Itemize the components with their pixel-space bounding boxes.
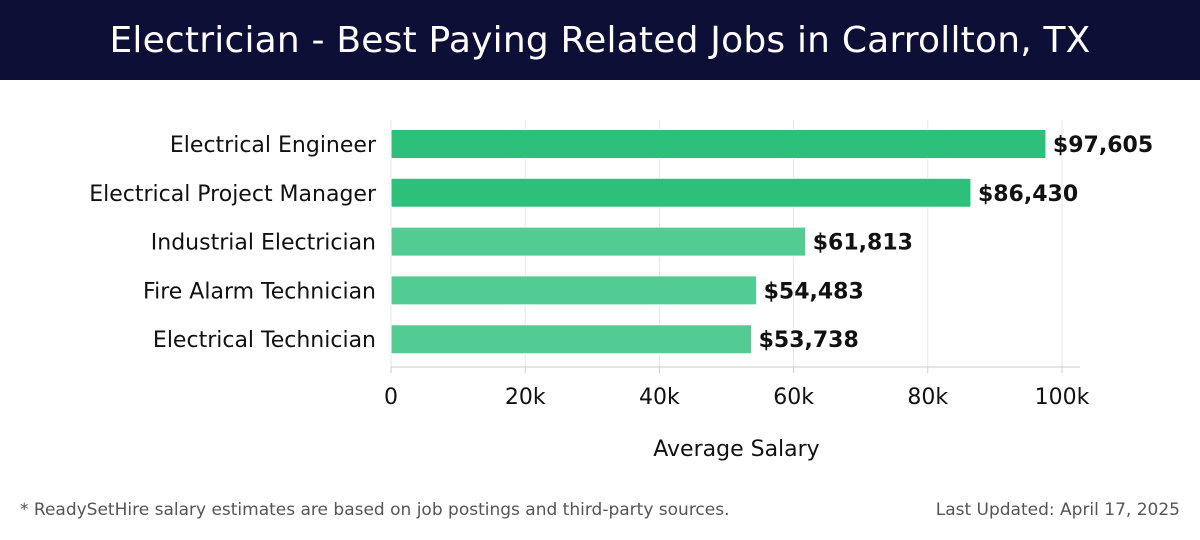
value-label: $86,430 [978,182,1078,207]
value-label: $97,605 [1053,133,1153,158]
category-label: Electrical Technician [153,328,376,353]
category-label: Electrical Project Manager [89,182,377,207]
category-label: Fire Alarm Technician [143,279,376,304]
bar [390,226,807,257]
chart-title: Electrician - Best Paying Related Jobs i… [109,19,1091,61]
bar [390,177,972,208]
bar [390,324,753,355]
title-bar: Electrician - Best Paying Related Jobs i… [0,0,1200,80]
footer-note: * ReadySetHire salary estimates are base… [20,500,730,520]
x-tick-label: 20k [505,385,546,410]
x-tick-label: 0 [384,385,398,410]
last-updated: Last Updated: April 17, 2025 [935,500,1180,520]
x-axis-title: Average Salary [653,437,819,462]
value-label: $61,813 [813,231,913,256]
bar [390,275,758,306]
x-tick-label: 80k [907,385,948,410]
value-label: $54,483 [764,279,864,304]
bar [390,129,1047,159]
salary-bar-chart: 0 20k 40k 60k 80k 100k Average Salary Electrica… [89,120,1153,462]
value-label: $53,738 [759,328,859,353]
x-tick-label: 100k [1035,385,1090,410]
x-tick-label: 40k [639,385,680,410]
category-label: Industrial Electrician [151,231,376,256]
x-tick-label: 60k [773,385,814,410]
category-label: Electrical Engineer [170,133,377,158]
